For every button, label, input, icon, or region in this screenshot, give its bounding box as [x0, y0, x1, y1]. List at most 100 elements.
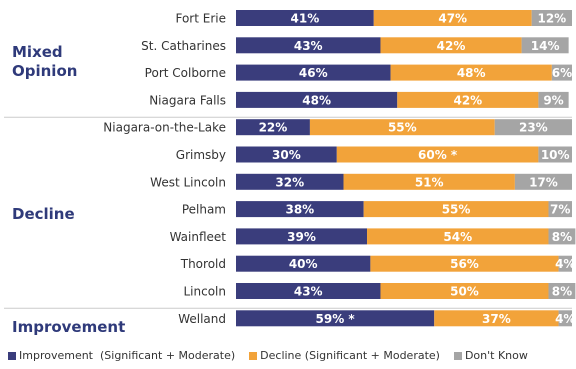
- category-label: Fort Erie: [175, 12, 226, 26]
- data-label-decline: 42%: [453, 93, 482, 107]
- category-label: Niagara Falls: [149, 93, 226, 107]
- bar-segment-dont-know: [538, 91, 569, 108]
- bar-segment-decline: [397, 91, 539, 108]
- group-label-line: Mixed: [12, 43, 63, 61]
- data-label-dont-know: 10%: [541, 148, 570, 162]
- bar-segment-improvement: [236, 37, 381, 54]
- bar-segment-decline: [343, 173, 515, 190]
- data-label-dont-know: 6%: [552, 66, 572, 80]
- data-label-improvement: 59% *: [316, 312, 356, 326]
- data-label-improvement: 48%: [302, 93, 331, 107]
- data-label-dont-know: 17%: [529, 175, 558, 189]
- legend-swatch-dont-know: [453, 351, 462, 360]
- data-label-decline: 51%: [415, 175, 444, 189]
- bar-segment-improvement: [236, 310, 435, 327]
- data-label-improvement: 43%: [294, 285, 323, 299]
- category-label: Port Colborne: [145, 66, 226, 80]
- data-label-decline: 55%: [388, 121, 417, 135]
- bar-segment-dont-know: [548, 228, 576, 245]
- data-label-improvement: 22%: [259, 121, 288, 135]
- bar-segment-dont-know: [514, 173, 572, 190]
- data-label-decline: 37%: [482, 312, 511, 326]
- bar-segment-dont-know: [531, 10, 572, 26]
- data-label-improvement: 41%: [291, 12, 320, 26]
- group-label-decline: Decline: [12, 205, 75, 224]
- data-label-dont-know: 14%: [531, 39, 560, 53]
- data-label-decline: 47%: [438, 12, 467, 26]
- legend: Improvement (Significant + Moderate) Dec…: [8, 349, 528, 362]
- bar-segment-decline: [380, 283, 549, 299]
- bar-segment-dont-know: [548, 201, 572, 218]
- bar-segment-decline: [309, 119, 495, 136]
- bar-segment-dont-know: [538, 146, 572, 163]
- data-label-decline: 55%: [442, 203, 471, 217]
- bar-segment-improvement: [236, 255, 371, 272]
- bar-segment-improvement: [236, 119, 310, 136]
- bar-segment-improvement: [236, 10, 374, 26]
- category-label: St. Catharines: [141, 39, 226, 53]
- category-label: Lincoln: [183, 285, 226, 299]
- category-label: Thorold: [180, 257, 226, 271]
- data-label-dont-know: 4%: [555, 312, 575, 326]
- data-label-improvement: 39%: [287, 230, 316, 244]
- bar-segment-dont-know: [558, 310, 572, 327]
- data-label-decline: 60% *: [418, 148, 458, 162]
- bar-segment-decline: [380, 37, 522, 54]
- bar-segment-improvement: [236, 228, 368, 245]
- bar-segment-improvement: [236, 173, 344, 190]
- category-label: Welland: [178, 312, 226, 326]
- group-label-line: Opinion: [12, 62, 78, 80]
- bar-segment-decline: [336, 146, 539, 163]
- bar-segment-dont-know: [548, 283, 576, 299]
- legend-label-improvement: Improvement (Significant + Moderate): [19, 349, 236, 362]
- bar-segment-dont-know: [558, 255, 572, 272]
- bar-segment-improvement: [236, 91, 398, 108]
- data-label-dont-know: 8%: [552, 230, 572, 244]
- legend-label-dont-know: Don't Know: [464, 349, 528, 362]
- legend-item-improvement: Improvement (Significant + Moderate): [8, 349, 235, 362]
- data-label-improvement: 46%: [299, 66, 328, 80]
- data-label-dont-know: 12%: [537, 12, 566, 26]
- bar-segment-dont-know: [521, 37, 569, 54]
- legend-label-decline: Decline (Significant + Moderate): [260, 349, 440, 362]
- data-label-dont-know: 8%: [552, 285, 572, 299]
- bar-segment-improvement: [236, 201, 364, 218]
- group-label-line: Decline: [12, 205, 75, 223]
- data-label-improvement: 30%: [272, 148, 301, 162]
- group-label-improvement: Improvement: [12, 318, 125, 337]
- bar-segment-decline: [390, 64, 552, 81]
- bar-segment-decline: [434, 310, 559, 327]
- legend-item-dont-know: Don't Know: [453, 349, 528, 362]
- data-label-dont-know: 7%: [550, 203, 570, 217]
- bar-segment-dont-know: [494, 119, 572, 136]
- category-label: Grimsby: [176, 148, 226, 162]
- legend-swatch-decline: [249, 351, 258, 360]
- group-label-mixed-opinion: Mixed Opinion: [12, 43, 77, 81]
- category-label: Niagara-on-the-Lake: [103, 121, 226, 135]
- bar-segment-decline: [363, 201, 549, 218]
- data-label-improvement: 32%: [275, 175, 304, 189]
- bar-segment-improvement: [236, 64, 391, 81]
- bar-segment-improvement: [236, 146, 337, 163]
- data-label-improvement: 40%: [289, 257, 318, 271]
- data-label-dont-know: 4%: [555, 257, 575, 271]
- data-label-decline: 48%: [457, 66, 486, 80]
- bar-segment-improvement: [236, 283, 381, 299]
- data-label-improvement: 43%: [294, 39, 323, 53]
- data-label-decline: 50%: [450, 285, 479, 299]
- legend-item-decline: Decline (Significant + Moderate): [249, 349, 440, 362]
- data-label-decline: 54%: [443, 230, 472, 244]
- data-label-decline: 42%: [437, 39, 466, 53]
- bar-segment-decline: [370, 255, 559, 272]
- category-label: Pelham: [182, 203, 226, 217]
- data-label-decline: 56%: [450, 257, 479, 271]
- data-label-dont-know: 23%: [519, 121, 548, 135]
- bar-segment-decline: [367, 228, 549, 245]
- data-label-dont-know: 9%: [543, 93, 563, 107]
- bar-segment-decline: [373, 10, 532, 26]
- group-label-line: Improvement: [12, 318, 126, 336]
- bar-segment-dont-know: [551, 64, 572, 81]
- category-label: Wainfleet: [170, 230, 227, 244]
- legend-swatch-improvement: [8, 351, 16, 360]
